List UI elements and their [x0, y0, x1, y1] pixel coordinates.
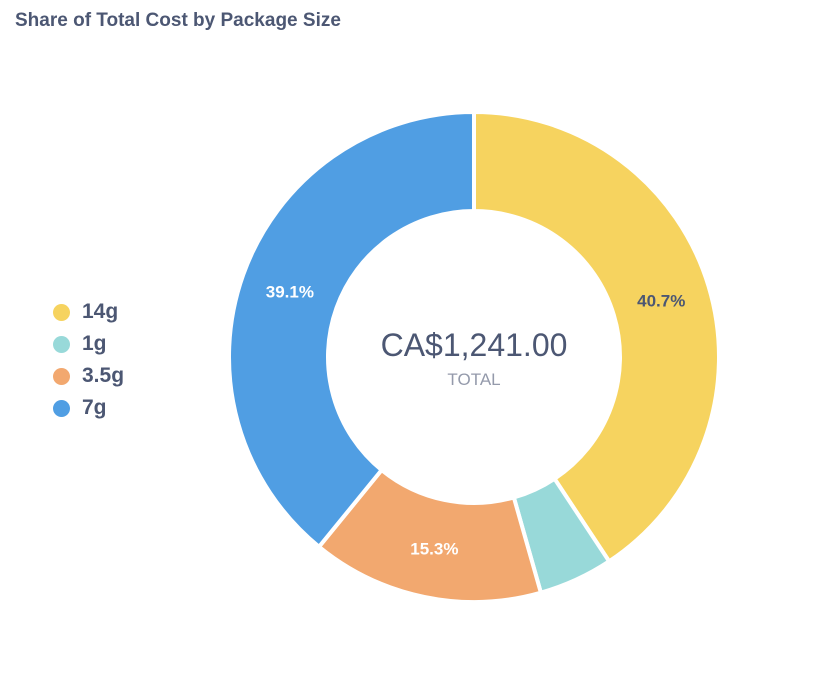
donut-slice-3-5g[interactable]: [316, 467, 544, 604]
donut-slice-14g[interactable]: [472, 109, 721, 565]
legend-item-1g[interactable]: 1g: [53, 328, 173, 360]
legend-item-7g[interactable]: 7g: [53, 392, 173, 424]
legend-label: 14g: [82, 300, 119, 323]
legend-color-dot: [53, 399, 70, 417]
chart-legend: 14g 1g 3.5g 7g: [53, 296, 173, 424]
legend-label: 7g: [82, 396, 107, 419]
legend-color-dot: [53, 335, 70, 353]
center-total-value: CA$1,241.00: [381, 327, 568, 363]
legend-color-dot: [53, 367, 70, 385]
center-total-caption: TOTAL: [447, 370, 500, 389]
donut-slices: [227, 109, 721, 604]
legend-item-14g[interactable]: 14g: [53, 296, 173, 328]
donut-slice-7g[interactable]: [227, 109, 476, 550]
legend-item-3-5g[interactable]: 3.5g: [53, 360, 173, 392]
legend-label: 1g: [82, 332, 107, 355]
donut-slice-labels: 40.7% 15.3% 39.1%: [266, 282, 686, 558]
slice-data-label: 15.3%: [410, 539, 458, 558]
chart-title: Share of Total Cost by Package Size: [15, 10, 341, 31]
legend-color-dot: [53, 303, 70, 321]
legend-label: 3.5g: [82, 364, 125, 387]
slice-data-label: 39.1%: [266, 282, 314, 301]
slice-data-label: 40.7%: [637, 292, 685, 311]
